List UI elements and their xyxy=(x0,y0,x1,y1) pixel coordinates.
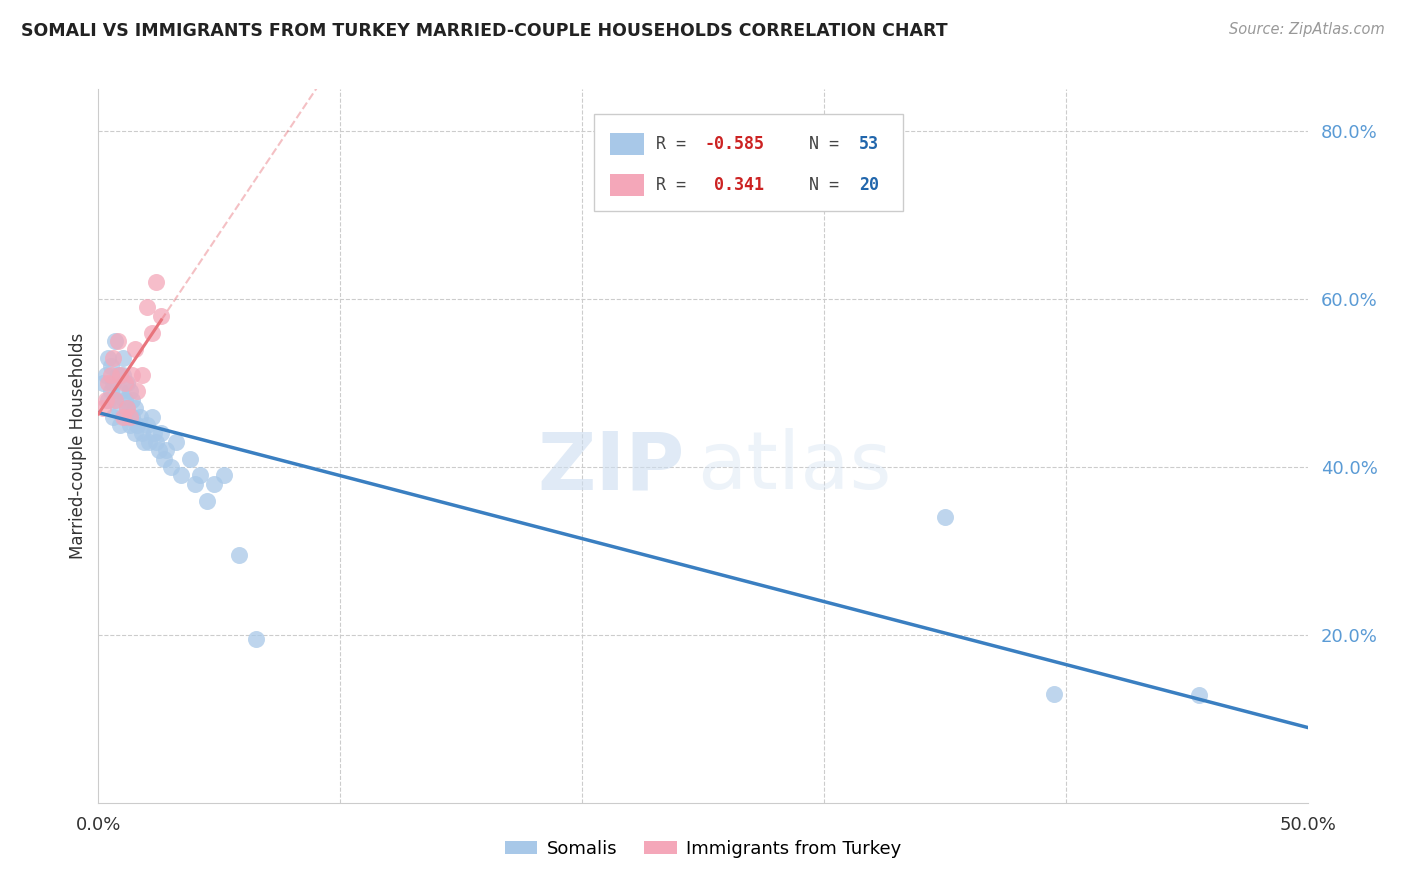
Point xyxy=(108,368,131,382)
Bar xyxy=(610,175,644,196)
Point xyxy=(121,368,143,382)
Point xyxy=(104,334,127,348)
Point xyxy=(148,443,170,458)
Point xyxy=(127,384,149,399)
Point xyxy=(145,434,167,449)
Point xyxy=(111,409,134,424)
Point xyxy=(150,426,173,441)
Point xyxy=(118,417,141,432)
Point xyxy=(150,309,173,323)
Point xyxy=(124,426,146,441)
Point xyxy=(124,343,146,357)
Point xyxy=(138,434,160,449)
Bar xyxy=(610,134,644,155)
Point xyxy=(97,351,120,365)
Point xyxy=(117,401,139,416)
Point xyxy=(121,409,143,424)
Text: ZIP: ZIP xyxy=(537,428,685,507)
Point xyxy=(169,468,191,483)
Point xyxy=(101,376,124,390)
Point xyxy=(141,409,163,424)
Point xyxy=(165,434,187,449)
Point xyxy=(1042,687,1064,701)
Point xyxy=(91,401,114,416)
Text: 53: 53 xyxy=(859,136,879,153)
Point xyxy=(245,632,267,646)
Point xyxy=(111,351,134,365)
Point xyxy=(114,376,136,390)
Point xyxy=(101,351,124,365)
Point xyxy=(118,384,141,399)
Point xyxy=(114,409,136,424)
Point xyxy=(188,468,211,483)
Text: N =: N = xyxy=(789,136,849,153)
Point xyxy=(212,468,235,483)
Point xyxy=(127,417,149,432)
Point xyxy=(204,476,226,491)
Text: atlas: atlas xyxy=(697,428,891,507)
Text: Source: ZipAtlas.com: Source: ZipAtlas.com xyxy=(1229,22,1385,37)
Point xyxy=(94,392,117,407)
Text: 20: 20 xyxy=(859,177,879,194)
Text: SOMALI VS IMMIGRANTS FROM TURKEY MARRIED-COUPLE HOUSEHOLDS CORRELATION CHART: SOMALI VS IMMIGRANTS FROM TURKEY MARRIED… xyxy=(21,22,948,40)
Point xyxy=(155,443,177,458)
Point xyxy=(100,359,122,374)
Point xyxy=(228,548,250,562)
Text: R =: R = xyxy=(655,136,696,153)
Point xyxy=(184,476,207,491)
Text: 0.341: 0.341 xyxy=(704,177,765,194)
Point xyxy=(179,451,201,466)
Point xyxy=(97,392,120,407)
Point xyxy=(108,417,131,432)
Point xyxy=(107,368,129,382)
Point xyxy=(135,417,157,432)
Point xyxy=(121,392,143,407)
Point xyxy=(141,326,163,340)
Legend: Somalis, Immigrants from Turkey: Somalis, Immigrants from Turkey xyxy=(498,833,908,865)
Point xyxy=(94,368,117,382)
Point xyxy=(195,493,218,508)
Point xyxy=(97,376,120,390)
Point xyxy=(118,409,141,424)
Point xyxy=(114,392,136,407)
Point xyxy=(135,301,157,315)
Point xyxy=(117,376,139,390)
Point xyxy=(145,275,167,289)
Text: -0.585: -0.585 xyxy=(704,136,765,153)
Point xyxy=(128,409,150,424)
Y-axis label: Married-couple Households: Married-couple Households xyxy=(69,333,87,559)
Point xyxy=(107,401,129,416)
Point xyxy=(143,426,166,441)
Point xyxy=(152,451,174,466)
Point xyxy=(104,392,127,407)
Point xyxy=(160,460,183,475)
Point xyxy=(91,376,114,390)
Point xyxy=(100,384,122,399)
Text: R =: R = xyxy=(655,177,696,194)
Text: N =: N = xyxy=(789,177,849,194)
FancyBboxPatch shape xyxy=(595,114,903,211)
Point xyxy=(104,392,127,407)
Point xyxy=(111,368,134,382)
Point xyxy=(124,401,146,416)
Point xyxy=(107,334,129,348)
Point xyxy=(131,426,153,441)
Point xyxy=(1188,689,1211,703)
Point xyxy=(101,409,124,424)
Point xyxy=(131,368,153,382)
Point xyxy=(934,510,956,524)
Point xyxy=(117,401,139,416)
Point xyxy=(108,384,131,399)
Point xyxy=(134,434,156,449)
Point xyxy=(100,368,122,382)
